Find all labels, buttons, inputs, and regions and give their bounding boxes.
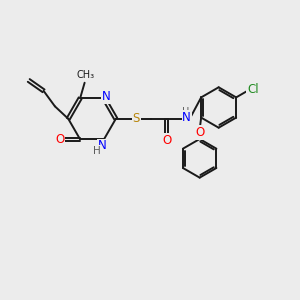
Text: O: O bbox=[195, 126, 204, 139]
Text: N: N bbox=[182, 110, 191, 124]
Text: CH₃: CH₃ bbox=[76, 70, 94, 80]
Text: N: N bbox=[98, 140, 106, 152]
Text: N: N bbox=[102, 90, 111, 103]
Text: O: O bbox=[162, 134, 172, 147]
Text: H: H bbox=[182, 107, 190, 117]
Text: Cl: Cl bbox=[247, 83, 259, 96]
Text: H: H bbox=[93, 146, 101, 156]
Text: S: S bbox=[133, 112, 140, 125]
Text: O: O bbox=[56, 133, 65, 146]
